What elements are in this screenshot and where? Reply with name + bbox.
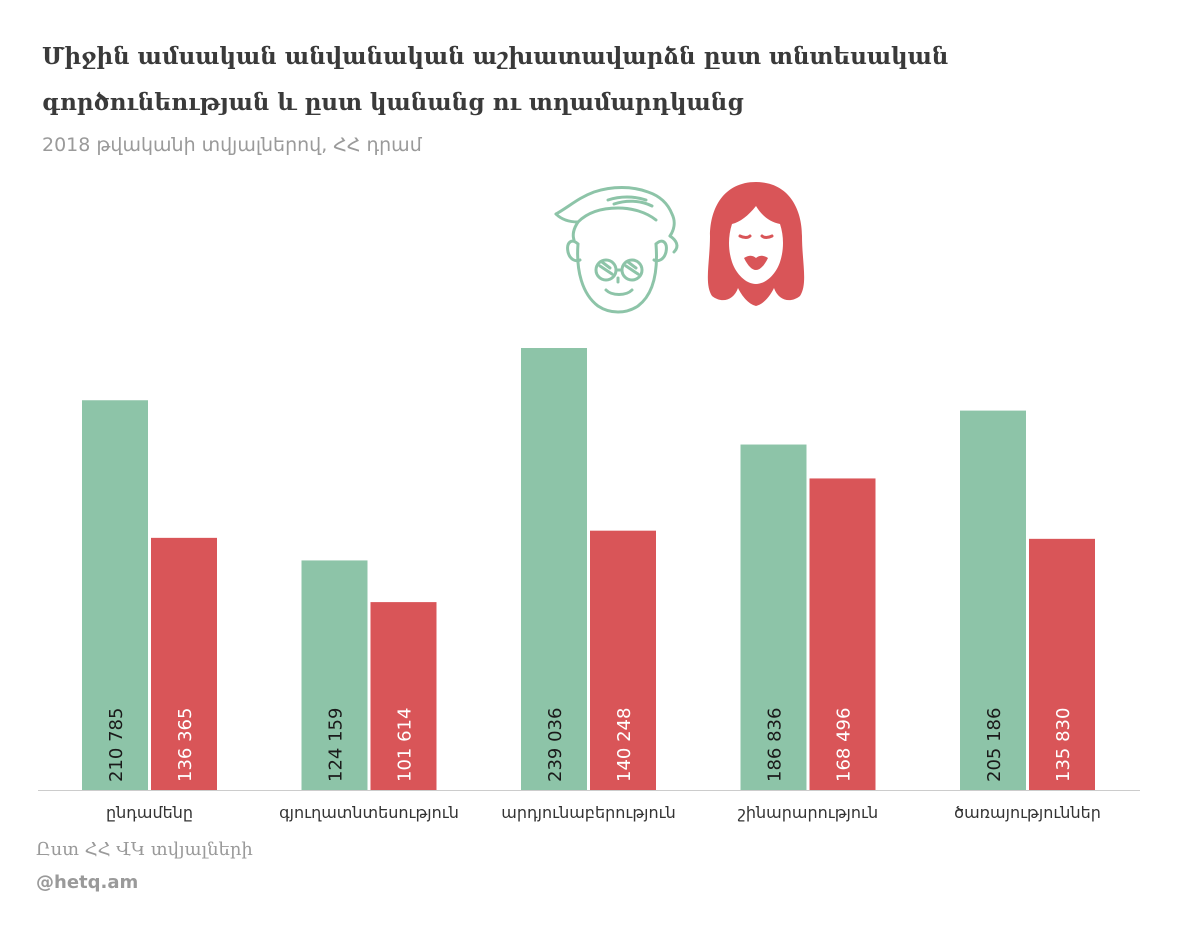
bar-value-label: 168 496 [834, 708, 855, 782]
bar-men [82, 400, 148, 790]
bar-value-label: 136 365 [175, 708, 196, 782]
category-label: գյուղատնտեսություն [279, 803, 459, 822]
bar-men [521, 348, 587, 790]
category-label: ծառայություններ [954, 803, 1101, 822]
bar-value-label: 186 836 [765, 708, 786, 782]
man-face-icon [554, 186, 679, 314]
bar-value-label: 239 036 [545, 708, 566, 782]
bar-value-label: 101 614 [395, 708, 416, 782]
brand-handle: @hetq.am [36, 872, 139, 893]
category-label: արդյունաբերություն [501, 803, 675, 822]
bar-value-label: 124 159 [326, 708, 347, 782]
bar-women [370, 602, 437, 790]
chart-title: Միջին ամսական անվանական աշխատավարձն ըստ … [42, 43, 949, 116]
source-note: Ըստ ՀՀ ՎԿ տվյալների [36, 839, 253, 860]
bar-value-label: 140 248 [614, 708, 635, 782]
chart-subtitle: 2018 թվականի տվյալներով, ՀՀ դրամ [42, 134, 422, 156]
bar-women [1029, 538, 1095, 790]
woman-face-icon [707, 182, 805, 306]
bar-value-label: 210 785 [106, 708, 127, 782]
bar-women [809, 478, 876, 790]
bar-men [301, 560, 368, 790]
bar-value-label: 205 186 [984, 708, 1005, 782]
category-label: շինարարություն [738, 803, 878, 822]
bar-men [960, 410, 1026, 790]
bar-women [590, 530, 656, 790]
bar-women [151, 537, 217, 790]
bar-men [740, 444, 807, 790]
bar-value-label: 135 830 [1053, 708, 1074, 782]
category-label: ընդամենը [106, 803, 193, 822]
